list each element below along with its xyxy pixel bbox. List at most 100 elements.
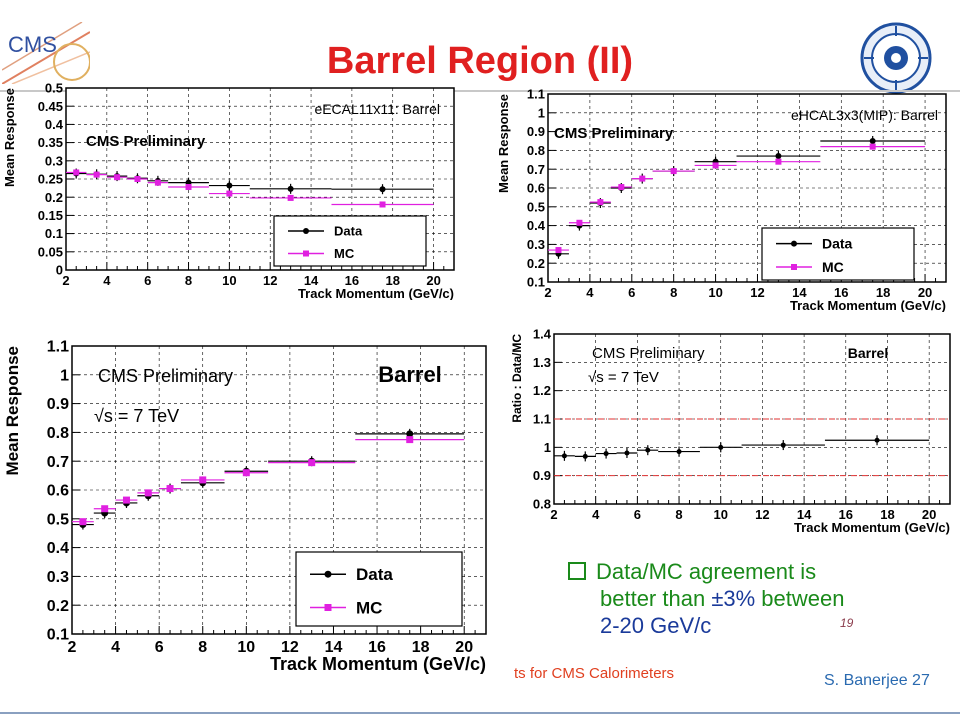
mc-point xyxy=(670,168,677,175)
y-tick-label: 1.1 xyxy=(47,339,69,356)
data-point xyxy=(869,138,876,144)
legend-marker xyxy=(303,250,309,257)
x-axis-label: Track Momentum (GeV/c) xyxy=(298,286,454,300)
bullet-line-2: better than ±3% between xyxy=(568,585,928,612)
y-axis-label: Mean Response xyxy=(496,94,511,193)
y-tick-label: 0.9 xyxy=(527,124,545,139)
legend-label: Data xyxy=(356,565,393,584)
handwritten-note: 19 xyxy=(840,616,854,630)
chart-combined-barrel: 2 4 6 8 10 12 14 16 18 20 0.1 0.2 0.3 0.4 0.5 0.6 0.7 0.8… xyxy=(0,334,500,684)
x-tick-label: 12 xyxy=(263,273,277,288)
legend-box xyxy=(761,227,915,281)
mc-point xyxy=(93,171,100,178)
mc-point xyxy=(576,219,583,226)
datamc-point xyxy=(780,442,786,448)
mc-point xyxy=(775,158,782,165)
x-tick-label: 18 xyxy=(880,507,894,522)
y-tick-label: 0.4 xyxy=(47,540,69,557)
x-tick-label: 6 xyxy=(144,273,151,288)
legend-marker xyxy=(791,240,797,247)
chart-subtitle: CMS Preliminary xyxy=(554,125,674,142)
mc-point xyxy=(134,176,141,182)
datamc-point xyxy=(645,447,651,453)
y-tick-label: 1 xyxy=(538,105,545,120)
chart-subtitle: CMS Preliminary xyxy=(86,133,206,150)
x-tick-label: 18 xyxy=(876,285,890,300)
mc-point xyxy=(73,169,80,176)
legend-label: Data xyxy=(822,236,853,252)
mc-point xyxy=(379,201,386,208)
mc-point xyxy=(122,496,130,504)
x-tick-label: 12 xyxy=(755,507,769,522)
bullet-line-3: 2-20 GeV/c xyxy=(600,613,712,638)
x-axis-label: Track Momentum (GeV/c) xyxy=(790,298,946,312)
y-tick-label: 0.3 xyxy=(47,569,69,586)
legend-marker xyxy=(324,604,332,611)
y-tick-label: 1.2 xyxy=(533,383,551,398)
data-point xyxy=(775,153,782,160)
title-divider xyxy=(0,90,960,92)
datamc-point xyxy=(874,437,880,443)
footer-left-text: ts for CMS Calorimeters xyxy=(514,665,675,682)
slide-title: Barrel Region (II) xyxy=(326,40,634,82)
mc-point xyxy=(199,476,207,484)
x-axis-label: Track Momentum (GeV/c) xyxy=(794,520,950,535)
data-point xyxy=(226,182,233,189)
y-axis-label: Mean Response xyxy=(3,346,22,475)
bullet-text-2c: between xyxy=(755,586,845,611)
x-tick-label: 18 xyxy=(412,639,430,656)
x-tick-label: 4 xyxy=(111,639,120,656)
bullet-line-1: Data/MC agreement is xyxy=(568,558,928,585)
y-tick-label: 0.8 xyxy=(533,497,551,512)
cms-logo-text: CMS xyxy=(8,32,57,57)
x-tick-label: 10 xyxy=(222,273,236,288)
x-tick-label: 14 xyxy=(325,639,343,656)
x-tick-label: 4 xyxy=(103,273,111,288)
x-tick-label: 2 xyxy=(68,639,77,656)
x-tick-label: 20 xyxy=(918,285,932,300)
x-tick-label: 16 xyxy=(345,273,359,288)
chart-combined-barrel-svg: 2 4 6 8 10 12 14 16 18 20 0.1 0.2 0.3 0.4 0.5 0.6 0.7 0.8… xyxy=(3,339,487,674)
y-tick-label: 0.5 xyxy=(527,199,545,214)
y-tick-label: 0.3 xyxy=(45,153,63,168)
x-tick-label: 2 xyxy=(544,285,551,300)
y-axis-label: Ratio : Data/MC xyxy=(510,334,524,423)
chart-hcal-barrel-svg: 2 4 6 8 10 12 14 16 18 20 0.1 0.2 0.3 0.4 0.5 0.6 0.7 0.8… xyxy=(496,87,947,312)
legend-label: MC xyxy=(334,246,355,261)
mc-point xyxy=(144,489,152,497)
chart-ecal-barrel-svg: 2 4 6 8 10 12 14 16 18 20 0 0.05 0.1 0.15 0.2 0.25 0.3 0.… xyxy=(2,82,455,300)
legend-label: Data xyxy=(334,224,363,239)
mc-point xyxy=(242,469,250,477)
chart-ratio-barrel: 2 4 6 8 10 12 14 16 18 20 0.8 0.9 1 1.1 1.2 1.3 1.4 Track… xyxy=(508,326,960,538)
x-tick-label: 20 xyxy=(426,273,440,288)
legend-marker xyxy=(324,570,332,578)
y-tick-label: 1.1 xyxy=(533,412,551,427)
y-tick-label: 0.4 xyxy=(45,117,64,132)
data-point xyxy=(287,185,294,192)
datamc-point xyxy=(561,453,567,459)
mc-point xyxy=(287,194,294,201)
mc-point xyxy=(166,485,174,493)
legend-box xyxy=(273,215,427,267)
y-tick-label: 0.7 xyxy=(47,454,69,471)
y-tick-label: 0.1 xyxy=(527,275,545,290)
y-tick-label: 1.1 xyxy=(527,87,545,102)
x-tick-label: 2 xyxy=(62,273,69,288)
footer-author-page: S. Banerjee 27 xyxy=(824,672,930,689)
y-tick-label: 0.9 xyxy=(47,396,69,413)
x-tick-label: 16 xyxy=(368,639,386,656)
y-tick-label: 0.15 xyxy=(38,208,63,223)
x-tick-label: 4 xyxy=(592,507,600,522)
x-tick-label: 20 xyxy=(455,639,473,656)
x-tick-label: 10 xyxy=(714,507,728,522)
chart-ecal-barrel: 2 4 6 8 10 12 14 16 18 20 0 0.05 0.1 0.15 0.2 0.25 0.3 0.… xyxy=(0,82,468,300)
mc-point xyxy=(101,505,109,513)
bullet-text-2a: better than xyxy=(600,586,712,611)
x-tick-label: 8 xyxy=(198,639,207,656)
x-tick-label: 8 xyxy=(185,273,192,288)
y-tick-label: 0.05 xyxy=(38,244,63,259)
mc-point xyxy=(618,184,625,191)
x-tick-label: 16 xyxy=(839,507,853,522)
x-tick-label: 12 xyxy=(281,639,299,656)
